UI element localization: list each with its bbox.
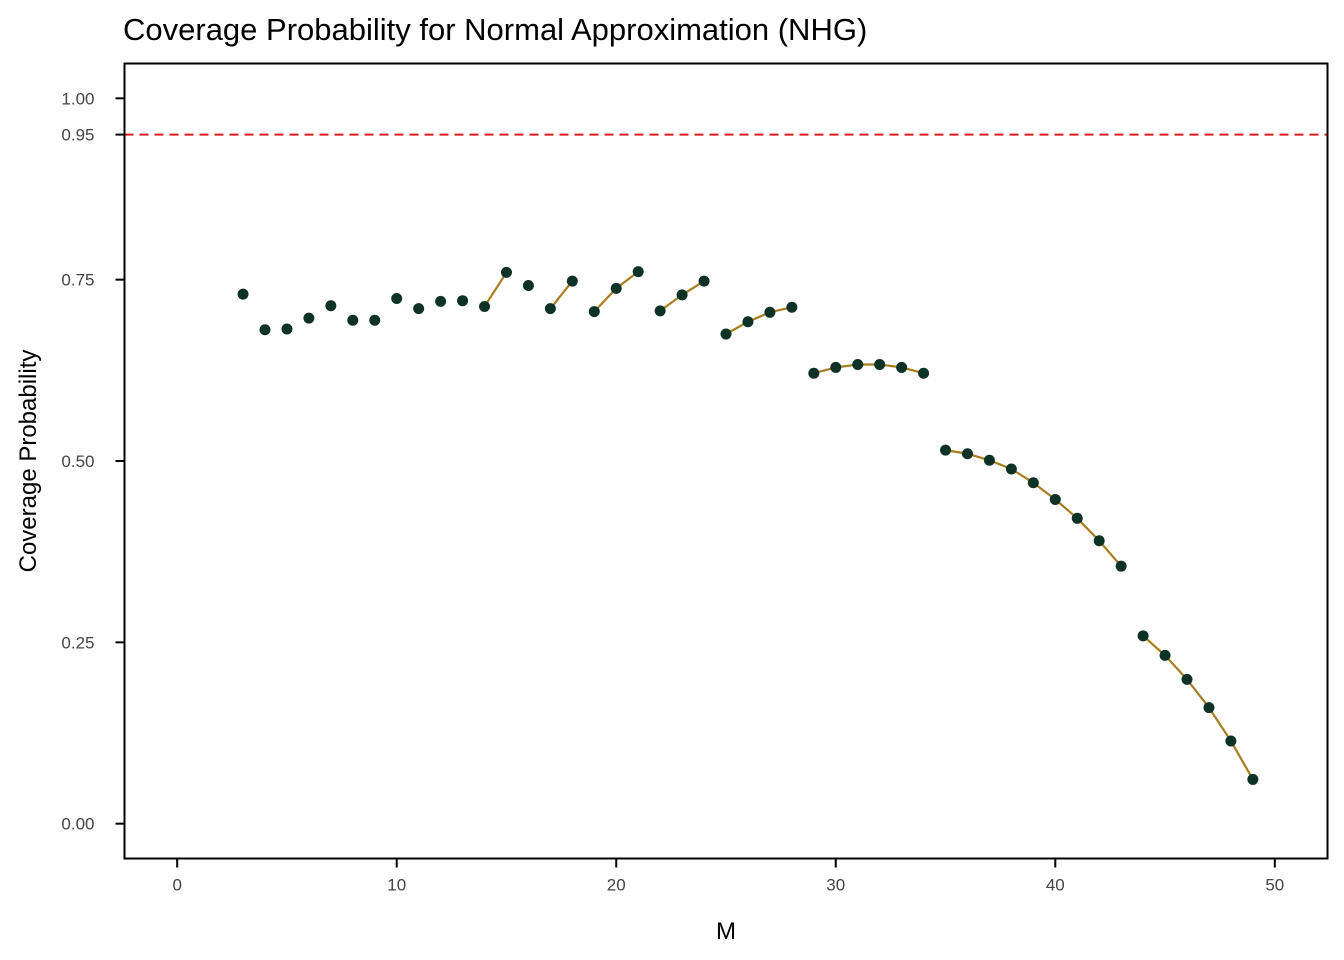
series-line-segment-11 — [483, 271, 508, 308]
series-line-segment-18 — [945, 449, 1122, 567]
series-line-segment-16 — [725, 306, 793, 336]
data-point-m45 — [1159, 649, 1171, 661]
data-point-m31 — [852, 359, 864, 371]
data-point-m34 — [918, 367, 930, 379]
x-tick-label-40: 40 — [1046, 876, 1065, 895]
data-point-m42 — [1093, 535, 1105, 547]
data-point-m19 — [588, 306, 600, 318]
chart-title: Coverage Probability for Normal Approxim… — [123, 12, 867, 47]
data-point-m38 — [1005, 463, 1017, 475]
data-point-m17 — [544, 303, 556, 315]
data-point-m23 — [676, 289, 688, 301]
data-point-m10 — [391, 293, 403, 305]
data-point-m37 — [983, 454, 995, 466]
x-tick-label-0: 0 — [172, 876, 181, 895]
data-point-m21 — [632, 266, 644, 278]
data-point-m14 — [479, 300, 491, 312]
data-point-m12 — [435, 295, 447, 307]
data-point-m32 — [874, 359, 886, 371]
data-point-m33 — [896, 361, 908, 373]
data-point-m22 — [654, 305, 666, 317]
data-point-m11 — [413, 303, 425, 315]
data-point-m8 — [347, 314, 359, 326]
y-axis-title: Coverage Probability — [15, 350, 42, 573]
plot-frame — [123, 62, 1329, 860]
data-point-m6 — [303, 312, 315, 324]
data-point-m18 — [566, 275, 578, 287]
plot-area — [124, 133, 1328, 785]
y-tick-label-1.00: 1.00 — [61, 89, 94, 108]
y-tick-label-0.95: 0.95 — [61, 126, 94, 145]
data-point-m16 — [522, 279, 534, 291]
data-point-m46 — [1181, 673, 1193, 685]
data-point-m27 — [764, 306, 776, 318]
data-point-m3 — [237, 288, 249, 300]
data-point-m36 — [961, 448, 973, 460]
data-point-m41 — [1071, 512, 1083, 524]
y-tick-label-0.75: 0.75 — [61, 271, 94, 290]
data-point-m47 — [1203, 702, 1215, 714]
x-tick-label-30: 30 — [826, 876, 845, 895]
data-point-m30 — [830, 361, 842, 373]
data-point-m40 — [1049, 493, 1061, 505]
data-point-m44 — [1137, 630, 1149, 642]
data-point-m9 — [369, 314, 381, 326]
data-point-m29 — [808, 367, 820, 379]
data-point-m26 — [742, 316, 754, 328]
series-line-segment-13 — [549, 280, 574, 310]
y-tick-label-0.00: 0.00 — [61, 815, 94, 834]
x-tick-label-10: 10 — [387, 876, 406, 895]
data-point-m7 — [325, 300, 337, 312]
data-point-m15 — [500, 266, 512, 278]
data-point-m39 — [1027, 477, 1039, 489]
data-point-m28 — [786, 301, 798, 313]
data-point-m35 — [940, 444, 952, 456]
data-point-m49 — [1247, 773, 1259, 785]
data-point-m20 — [610, 282, 622, 294]
y-tick-label-0.50: 0.50 — [61, 452, 94, 471]
data-point-m5 — [281, 323, 293, 335]
data-point-m4 — [259, 324, 271, 336]
x-axis-title: M — [716, 918, 736, 945]
data-point-m25 — [720, 328, 732, 340]
data-point-m43 — [1115, 560, 1127, 572]
x-tick-label-50: 50 — [1265, 876, 1284, 895]
x-tick-label-20: 20 — [607, 876, 626, 895]
data-point-m13 — [457, 295, 469, 307]
data-point-m24 — [698, 275, 710, 287]
axes: 0 10 20 30 40 50 0.00 0.25 0.50 0.75 0.95 1.00 — [61, 89, 1284, 894]
series-line-segment-19 — [1142, 634, 1254, 780]
y-tick-label-0.25: 0.25 — [61, 633, 94, 652]
series-line-segment-17 — [813, 363, 924, 375]
data-point-m48 — [1225, 735, 1237, 747]
